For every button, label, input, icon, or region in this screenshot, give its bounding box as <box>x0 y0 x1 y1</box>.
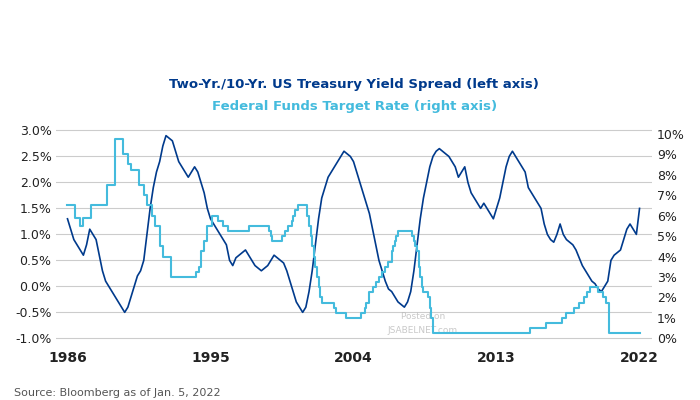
Text: Two-Yr./10-Yr. US Treasury Yield Spread (left axis): Two-Yr./10-Yr. US Treasury Yield Spread … <box>169 78 539 91</box>
Text: JSABELNET.com: JSABELNET.com <box>388 326 458 335</box>
Text: Posted on: Posted on <box>400 312 445 321</box>
Text: Federal Funds Target Rate (right axis): Federal Funds Target Rate (right axis) <box>212 100 497 113</box>
Text: Source: Bloomberg as of Jan. 5, 2022: Source: Bloomberg as of Jan. 5, 2022 <box>14 388 220 398</box>
